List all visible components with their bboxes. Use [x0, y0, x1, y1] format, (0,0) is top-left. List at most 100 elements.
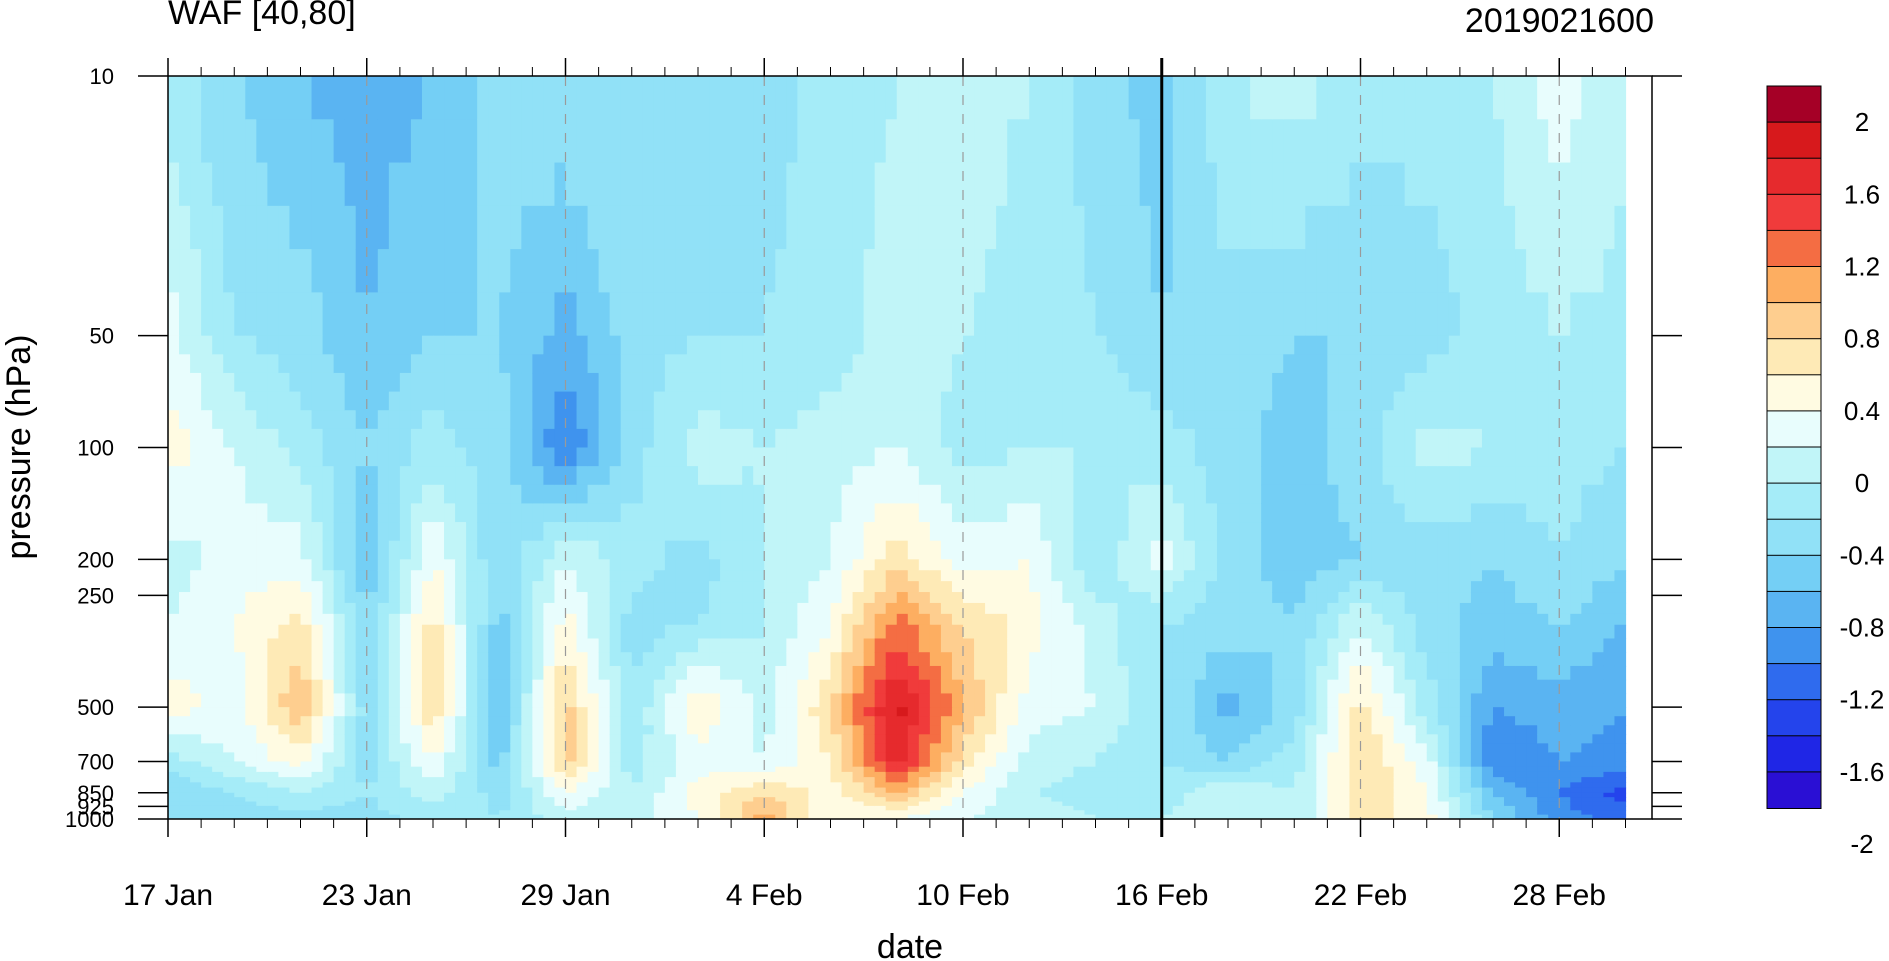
contour-cell — [886, 249, 898, 293]
contour-cell — [168, 429, 180, 448]
contour-cell — [1029, 743, 1041, 753]
contour-cell — [1217, 638, 1229, 652]
contour-cell — [422, 354, 434, 373]
contour-cell — [466, 725, 478, 735]
contour-cell — [433, 119, 445, 163]
contour-cell — [1614, 522, 1626, 541]
contour-cell — [1603, 592, 1615, 604]
contour-cell — [1405, 680, 1417, 694]
contour-cell — [422, 392, 434, 411]
contour-cell — [864, 541, 876, 560]
contour-cell — [190, 693, 202, 707]
contour-cell — [1195, 76, 1207, 120]
contour-cell — [278, 693, 290, 707]
contour-cell — [1338, 680, 1350, 694]
contour-cell — [1603, 725, 1615, 735]
contour-cell — [1416, 559, 1428, 571]
contour-cell — [1581, 725, 1593, 735]
contour-cell — [1129, 559, 1141, 571]
contour-cell — [1062, 429, 1074, 448]
contour-cell — [245, 522, 257, 541]
contour-cell — [1438, 541, 1450, 560]
contour-cell — [1217, 680, 1229, 694]
contour-cell — [1394, 614, 1406, 626]
contour-cell — [499, 429, 511, 448]
contour-cell — [532, 772, 544, 778]
contour-cell — [985, 734, 997, 744]
contour-cell — [1603, 336, 1615, 355]
contour-cell — [632, 625, 644, 639]
contour-cell — [1592, 725, 1604, 735]
contour-cell — [842, 392, 854, 411]
contour-cell — [1405, 249, 1417, 293]
contour-cell — [1471, 614, 1483, 626]
contour-cell — [1294, 429, 1306, 448]
contour-cell — [1007, 292, 1019, 336]
contour-cell — [179, 522, 191, 541]
contour-cell — [665, 652, 677, 666]
contour-cell — [709, 466, 721, 485]
contour-cell — [1361, 743, 1373, 753]
contour-cell — [400, 292, 412, 336]
contour-cell — [996, 429, 1008, 448]
contour-cell — [952, 429, 964, 448]
contour-cell — [687, 249, 699, 293]
contour-cell — [599, 693, 611, 707]
contour-cell — [1427, 592, 1439, 604]
contour-cell — [1184, 625, 1196, 639]
contour-cell — [1537, 429, 1549, 448]
contour-cell — [753, 466, 765, 485]
contour-cell — [1261, 429, 1273, 448]
contour-cell — [742, 666, 754, 680]
contour-cell — [444, 206, 456, 250]
contour-cell — [400, 541, 412, 560]
contour-cell — [1228, 592, 1240, 604]
contour-cell — [477, 767, 489, 773]
contour-cell — [1372, 570, 1384, 582]
contour-cell — [256, 206, 268, 250]
contour-cell — [1559, 76, 1571, 120]
contour-cell — [323, 392, 335, 411]
contour-cell — [444, 666, 456, 680]
contour-cell — [1559, 592, 1571, 604]
contour-cell — [577, 603, 589, 615]
contour-cell — [1361, 292, 1373, 336]
contour-cell — [411, 559, 423, 571]
contour-cell — [312, 725, 324, 735]
contour-cell — [1261, 680, 1273, 694]
contour-cell — [1603, 76, 1615, 120]
contour-cell — [941, 725, 953, 735]
contour-cell — [753, 429, 765, 448]
contour-cell — [267, 666, 279, 680]
contour-cell — [919, 592, 931, 604]
contour-cell — [808, 249, 820, 293]
contour-cell — [1438, 163, 1450, 207]
contour-cell — [687, 638, 699, 652]
contour-cell — [1217, 625, 1229, 639]
contour-cell — [610, 373, 622, 392]
contour-cell — [797, 354, 809, 373]
contour-cell — [753, 734, 765, 744]
contour-cell — [1537, 119, 1549, 163]
contour-cell — [908, 652, 920, 666]
contour-cell — [1581, 614, 1593, 626]
contour-cell — [1603, 292, 1615, 336]
contour-cell — [1460, 466, 1472, 485]
contour-cell — [1471, 666, 1483, 680]
contour-cell — [1471, 206, 1483, 250]
contour-cell — [919, 392, 931, 411]
contour-cell — [742, 734, 754, 744]
contour-cell — [1416, 652, 1428, 666]
contour-cell — [853, 734, 865, 744]
contour-cell — [1394, 707, 1406, 717]
contour-cell — [466, 373, 478, 392]
contour-cell — [1272, 76, 1284, 120]
contour-cell — [1029, 76, 1041, 120]
contour-cell — [1449, 652, 1461, 666]
contour-cell — [1206, 206, 1218, 250]
contour-cell — [1283, 392, 1295, 411]
contour-cell — [1228, 716, 1240, 726]
contour-cell — [1526, 336, 1538, 355]
contour-cell — [433, 522, 445, 541]
contour-cell — [1405, 752, 1417, 762]
